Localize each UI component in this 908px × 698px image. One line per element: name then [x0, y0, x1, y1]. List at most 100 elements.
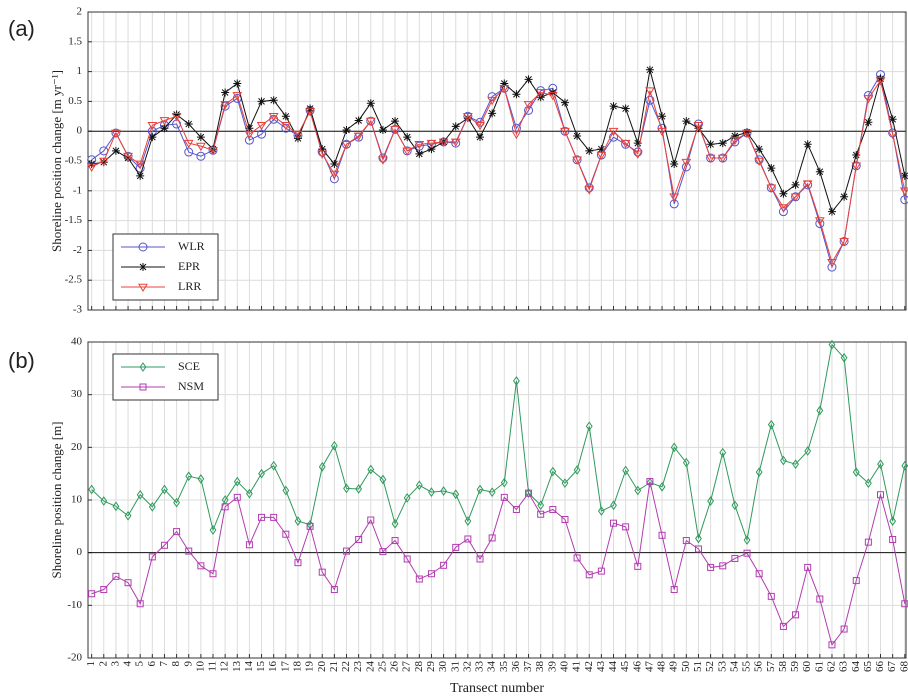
marker — [840, 625, 848, 633]
series-line — [91, 343, 906, 542]
marker — [719, 447, 727, 458]
legend-label: EPR — [178, 259, 200, 273]
marker — [549, 505, 557, 513]
marker — [403, 555, 411, 563]
marker — [803, 140, 812, 149]
marker — [221, 88, 230, 97]
y-axis-title: Shoreline position change [m yr⁻¹] — [49, 70, 64, 252]
marker — [269, 96, 278, 105]
marker — [343, 547, 351, 555]
marker — [306, 522, 314, 530]
marker — [790, 193, 801, 202]
marker — [209, 570, 217, 578]
marker — [305, 108, 315, 117]
x-tick-label: 38 — [534, 661, 546, 673]
marker — [293, 130, 303, 140]
marker — [755, 145, 764, 154]
marker — [258, 468, 265, 479]
marker — [766, 184, 777, 193]
marker — [390, 126, 400, 135]
marker — [743, 549, 751, 557]
marker — [245, 124, 254, 133]
y-tick-label: -10 — [67, 599, 82, 611]
marker — [476, 133, 485, 142]
marker — [717, 154, 728, 164]
marker — [246, 488, 253, 499]
x-tick-label: 30 — [437, 661, 449, 673]
marker — [585, 421, 593, 432]
marker — [632, 150, 643, 159]
marker — [511, 123, 521, 133]
x-tick-label: 21 — [328, 661, 340, 672]
marker — [391, 537, 399, 545]
legend-marker — [139, 263, 147, 271]
marker — [330, 159, 339, 168]
marker — [828, 641, 836, 649]
marker — [258, 513, 266, 521]
x-tick-label: 18 — [291, 661, 303, 673]
x-tick-label: 24 — [364, 661, 376, 673]
x-tick-label: 64 — [850, 661, 862, 673]
marker — [646, 477, 654, 488]
marker — [172, 110, 181, 119]
x-tick-label: 34 — [486, 661, 498, 673]
marker — [464, 516, 472, 526]
marker — [851, 162, 862, 171]
marker — [159, 117, 170, 126]
marker — [560, 98, 569, 107]
marker — [402, 147, 413, 156]
marker — [694, 545, 702, 553]
x-tick-label: 33 — [474, 661, 486, 673]
marker — [451, 122, 460, 131]
marker — [780, 455, 787, 466]
marker — [208, 146, 218, 156]
marker — [232, 92, 243, 101]
marker — [112, 501, 120, 512]
x-tick-label: 26 — [389, 661, 401, 673]
x-tick-label: 16 — [267, 661, 279, 673]
marker — [620, 139, 631, 149]
marker — [330, 440, 338, 451]
x-tick-label: 12 — [219, 661, 231, 672]
y-tick-label: 1.5 — [68, 35, 82, 47]
marker — [609, 102, 618, 111]
marker — [500, 79, 509, 88]
marker — [705, 154, 716, 164]
marker — [730, 131, 739, 140]
marker — [682, 117, 691, 126]
marker — [597, 506, 605, 516]
marker — [499, 84, 510, 94]
marker — [281, 112, 290, 121]
marker — [379, 548, 387, 556]
marker — [816, 405, 824, 416]
marker — [512, 90, 521, 99]
marker — [488, 534, 496, 542]
x-tick-label: 57 — [765, 661, 777, 673]
marker — [742, 129, 752, 138]
marker — [646, 478, 654, 486]
marker — [681, 158, 692, 168]
marker — [415, 480, 423, 491]
marker — [112, 572, 120, 580]
x-tick-label: 42 — [583, 661, 595, 672]
marker — [525, 488, 532, 499]
marker — [403, 493, 411, 503]
y-tick-label: -1 — [73, 184, 82, 196]
x-tick-label: 49 — [668, 661, 680, 673]
marker — [900, 171, 908, 180]
x-tick-label: 3 — [109, 661, 121, 667]
marker — [185, 471, 193, 482]
marker — [584, 186, 595, 195]
marker — [196, 151, 206, 161]
marker — [88, 484, 96, 495]
x-tick-label: 19 — [304, 661, 316, 673]
marker — [610, 519, 618, 527]
marker — [658, 481, 666, 492]
marker — [270, 513, 278, 521]
marker — [670, 159, 679, 168]
marker — [111, 146, 120, 155]
marker — [355, 536, 363, 543]
marker — [718, 139, 727, 148]
marker — [658, 531, 666, 539]
marker — [500, 477, 508, 488]
